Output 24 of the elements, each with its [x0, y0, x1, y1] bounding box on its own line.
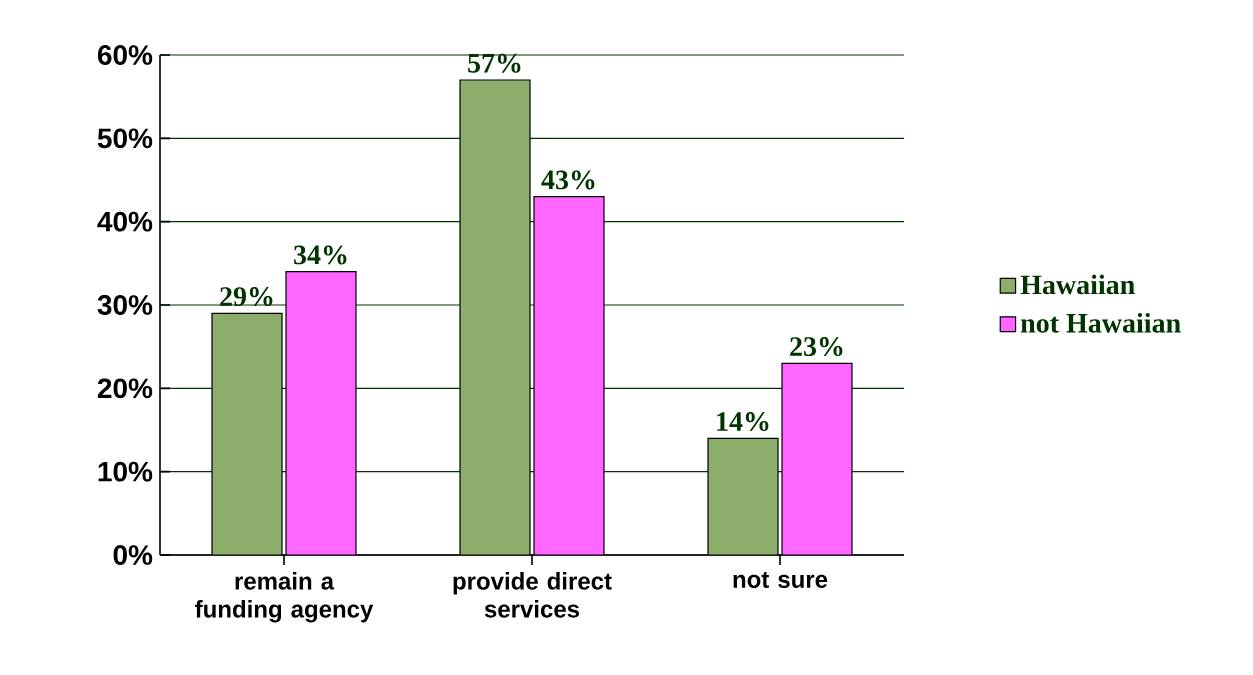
data-label: 57%	[468, 53, 521, 73]
y-tick-label: 10%	[98, 461, 153, 482]
data-label: 29%	[220, 287, 273, 307]
data-label: 43%	[541, 170, 595, 190]
legend-label: not Hawaiian	[1020, 312, 1181, 333]
x-tick-label: remain a funding agency	[195, 572, 374, 623]
bar	[533, 196, 605, 555]
bar	[459, 79, 531, 555]
bar	[707, 437, 779, 555]
y-tick-label: 50%	[97, 128, 153, 149]
data-label: 14%	[717, 412, 769, 432]
y-tick-label: 60%	[97, 45, 153, 65]
bar	[211, 312, 283, 555]
y-tick-label: 40%	[97, 211, 153, 232]
x-tick-label: not sure	[733, 572, 828, 588]
bar	[285, 271, 357, 555]
data-label: 23%	[790, 337, 843, 357]
y-tick-label: 0%	[113, 545, 153, 565]
bar	[781, 362, 853, 555]
data-label: 34%	[294, 245, 347, 265]
legend-label: Hawaiian	[1020, 274, 1135, 295]
x-tick-label: provide direct services	[453, 572, 612, 618]
y-tick-label: 20%	[97, 378, 153, 399]
y-tick-label: 30%	[97, 295, 153, 315]
